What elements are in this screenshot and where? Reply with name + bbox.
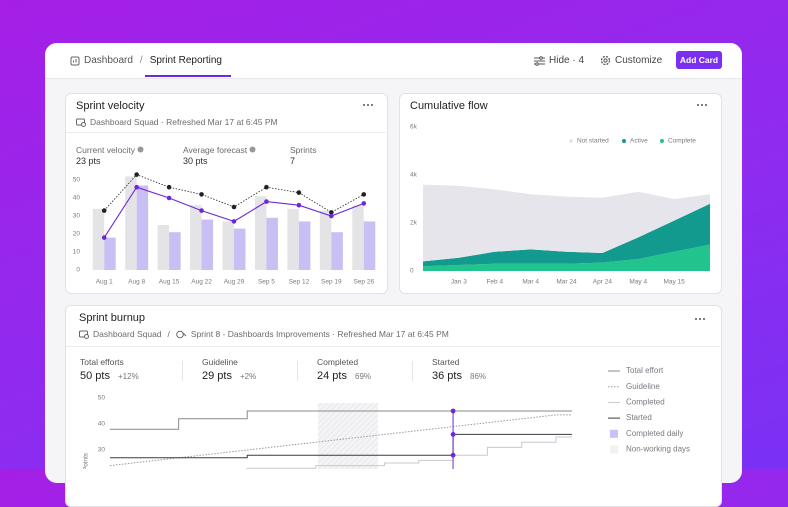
- gear-icon: [600, 55, 611, 66]
- card-title: Sprint burnup: [79, 312, 146, 324]
- card-title: Sprint velocity: [76, 100, 145, 112]
- stat-value: 29 pts: [202, 370, 232, 382]
- subtitle-text: Dashboard Squad · Refreshed Mar 17 at 6:…: [90, 117, 278, 127]
- subtitle-separator: /: [167, 329, 170, 339]
- stat-label: Started: [432, 357, 460, 367]
- flow-card: [399, 93, 722, 294]
- breadcrumb-current[interactable]: Sprint Reporting: [149, 55, 222, 66]
- stat-value: 50 pts: [80, 370, 110, 382]
- stat-change: 69%: [355, 372, 372, 381]
- stat-divider: [412, 361, 413, 381]
- stat-label: Current velocity: [76, 145, 144, 155]
- menu-icon[interactable]: [694, 317, 706, 321]
- stat-value: 24 pts: [317, 370, 347, 382]
- menu-icon[interactable]: [362, 103, 374, 107]
- stat-label: Total efforts: [80, 357, 124, 367]
- stat-change: 86%: [470, 372, 487, 381]
- card-subtitle: Dashboard Squad · Refreshed Mar 17 at 6:…: [76, 117, 278, 127]
- stat-label-text: Average forecast: [183, 145, 248, 155]
- stat-change: +12%: [118, 372, 139, 381]
- hide-button[interactable]: Hide · 4: [534, 55, 584, 66]
- stat-value: 23 pts: [76, 156, 101, 166]
- stat-divider: [182, 361, 183, 381]
- divider: [66, 132, 386, 133]
- stat-divider: [297, 361, 298, 381]
- stat-label: Average forecast: [183, 145, 256, 155]
- team-icon: [76, 118, 86, 127]
- info-icon: [137, 146, 144, 153]
- card-title: Cumulative flow: [410, 100, 488, 112]
- stat-change: +2%: [240, 372, 257, 381]
- team-icon: [79, 330, 89, 339]
- menu-icon[interactable]: [696, 103, 708, 107]
- sprint-icon: [176, 330, 187, 338]
- tab-underline: [145, 75, 231, 77]
- stat-label: Sprints: [290, 145, 317, 155]
- add-card-button[interactable]: Add Card: [676, 51, 722, 69]
- subtitle-text: Sprint 8 - Dashboards Improvements · Ref…: [190, 329, 449, 339]
- stat-value: 7: [290, 156, 296, 166]
- stat-label: Completed: [317, 357, 359, 367]
- stat-value: 30 pts: [183, 156, 208, 166]
- team-name: Dashboard Squad: [93, 329, 162, 339]
- hide-icon: [534, 55, 545, 66]
- stat-value: 36 pts: [432, 370, 462, 382]
- breadcrumb: Dashboard / Sprint Reporting: [70, 55, 222, 66]
- dashboard-icon: [70, 56, 80, 65]
- breadcrumb-separator: /: [139, 55, 143, 66]
- divider: [66, 346, 720, 347]
- customize-label: Customize: [615, 55, 663, 66]
- stat-label-text: Current velocity: [76, 145, 136, 155]
- info-icon: [249, 146, 256, 153]
- customize-button[interactable]: Customize: [600, 55, 662, 66]
- breadcrumb-link[interactable]: Dashboard: [84, 55, 133, 66]
- hide-label: Hide · 4: [549, 55, 585, 66]
- stat-label: Guideline: [202, 357, 238, 367]
- header: [45, 43, 742, 79]
- card-subtitle: Dashboard Squad / Sprint 8 - Dashboards …: [79, 329, 449, 339]
